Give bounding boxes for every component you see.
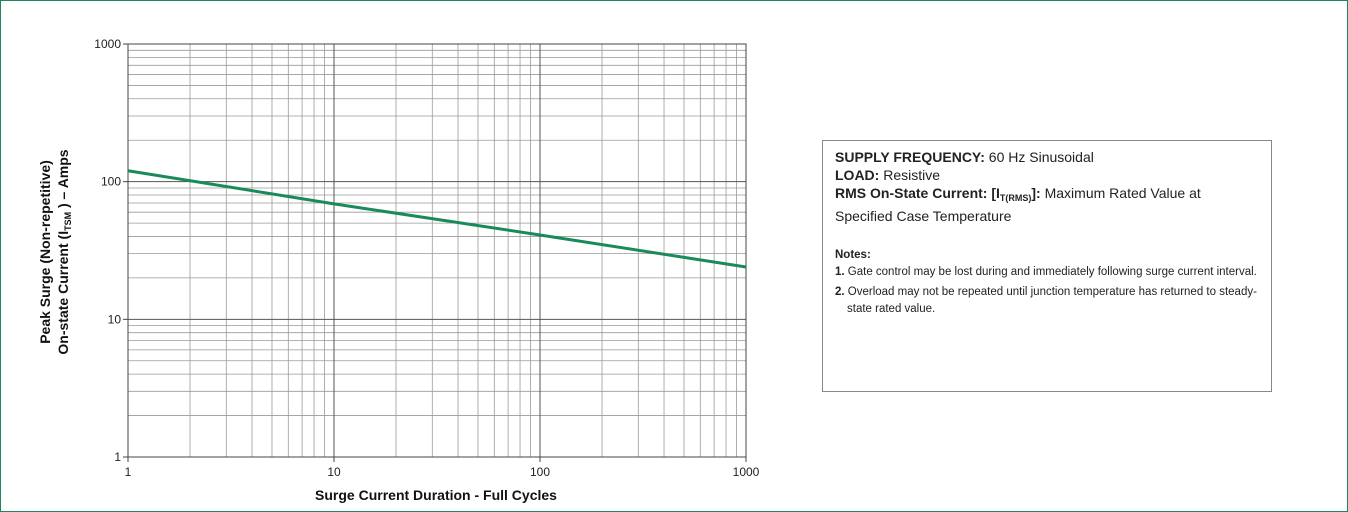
note-text: Overload may not be repeated until junct… (844, 286, 1257, 315)
surge-current-chart: 1 10 100 1000 1 10 100 1000 Surge Current Dura… (37, 37, 760, 503)
y-tick-labels: 1 10 100 1000 (94, 37, 128, 464)
note-text: Gate control may be lost during and imme… (844, 266, 1257, 278)
note-number: 2. (835, 286, 845, 298)
rms-label-pre: RMS On-State Current: [I (835, 185, 1000, 201)
x-tick-label: 100 (530, 465, 550, 479)
rms-current-value: Maximum Rated Value at Specified Case Te… (835, 185, 1201, 224)
y-axis-label-sub: TSM (63, 212, 73, 231)
supply-frequency-label: SUPPLY FREQUENCY: (835, 149, 985, 165)
y-tick-label: 1000 (94, 37, 121, 51)
note-item: 1. Gate control may be lost during and i… (835, 264, 1259, 281)
plot-border (127, 43, 747, 458)
supply-frequency-line: SUPPLY FREQUENCY: 60 Hz Sinusoidal (835, 148, 1259, 166)
load-label: LOAD: (835, 167, 880, 183)
y-axis-label-line2: On-state Current (ITSM ) – Amps (55, 149, 73, 354)
load-value: Resistive (879, 167, 941, 183)
x-tick-label: 1 (125, 465, 132, 479)
grid-major-lines (127, 44, 746, 458)
notes-title: Notes: (835, 249, 871, 261)
grid-minor-lines (128, 44, 746, 457)
x-tick-label: 1000 (733, 465, 760, 479)
y-tick-label: 10 (108, 312, 122, 326)
rms-current-line: RMS On-State Current: [IT(RMS)]: Maximum… (835, 184, 1259, 225)
x-tick-label: 10 (327, 465, 341, 479)
y-axis-label: Peak Surge (Non-repetitive) On-state Cur… (37, 149, 73, 354)
note-number: 1. (835, 266, 845, 278)
y-tick-label: 100 (101, 175, 121, 189)
y-axis-label-line1: Peak Surge (Non-repetitive) (37, 160, 53, 344)
series-line (127, 169, 747, 269)
y-axis-label-post: ) – Amps (55, 149, 71, 212)
rms-current-label: RMS On-State Current: [IT(RMS)]: (835, 185, 1041, 203)
supply-frequency-value: 60 Hz Sinusoidal (984, 149, 1094, 165)
x-tick-labels: 1 10 100 1000 (125, 457, 760, 479)
series-layer (127, 169, 747, 269)
conditions-box: SUPPLY FREQUENCY: 60 Hz Sinusoidal LOAD:… (822, 140, 1272, 392)
rms-label-sub: T(RMS) (999, 193, 1032, 203)
note-item: 2. Overload may not be repeated until ju… (835, 284, 1259, 318)
load-line: LOAD: Resistive (835, 166, 1259, 184)
y-tick-label: 1 (114, 450, 121, 464)
rms-label-post: ]: (1031, 185, 1041, 201)
x-axis-label: Surge Current Duration - Full Cycles (315, 487, 557, 503)
y-axis-label-pre: On-state Current (I (55, 231, 71, 355)
